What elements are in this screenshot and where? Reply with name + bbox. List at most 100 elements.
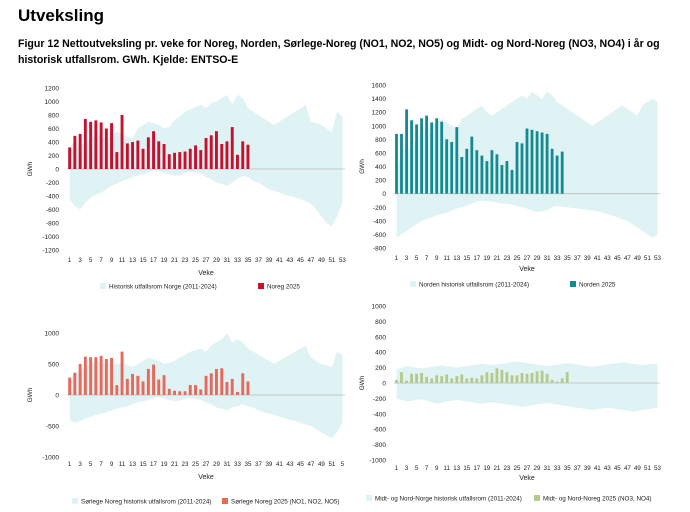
bar-week-9	[435, 118, 439, 194]
bar-week-14	[136, 140, 140, 169]
y-axis-label: GWh	[359, 375, 366, 390]
bar-week-14	[136, 375, 140, 395]
bar-week-23	[505, 161, 509, 194]
x-axis-label: Veke	[519, 266, 535, 273]
bar-week-27	[204, 375, 208, 395]
x-tick-label: 53	[654, 465, 661, 472]
y-tick-label: 1000	[372, 123, 387, 130]
bar-week-25	[194, 385, 197, 395]
bar-week-27	[525, 128, 529, 194]
x-tick-label: 29	[534, 465, 541, 472]
x-tick-label: 5	[341, 461, 345, 468]
y-tick-label: 800	[48, 113, 59, 120]
y-tick-label: 600	[375, 150, 386, 157]
y-tick-label: 1000	[45, 99, 60, 106]
bar-week-26	[199, 150, 203, 169]
x-tick-label: 45	[614, 465, 621, 472]
bar-week-13	[455, 376, 459, 383]
y-tick-label: -400	[373, 411, 386, 418]
y-tick-label: -600	[373, 232, 386, 239]
y-tick-label: 0	[55, 167, 59, 174]
bar-week-14	[460, 157, 464, 194]
x-axis-label: Veke	[198, 270, 214, 277]
bar-week-12	[450, 142, 454, 194]
legend-label-band: Sørlege Noreg historisk utfallsrom (2011…	[81, 499, 211, 506]
y-tick-label: 200	[375, 365, 386, 372]
bar-week-35	[246, 381, 250, 395]
legend-label-series: Noreg 2025	[267, 284, 300, 291]
x-tick-label: 21	[493, 255, 500, 262]
x-tick-label: 17	[150, 257, 157, 264]
x-tick-label: 15	[140, 257, 147, 264]
bar-week-3	[78, 364, 82, 395]
bar-week-35	[565, 372, 569, 383]
x-tick-label: 25	[192, 461, 199, 468]
bar-week-15	[465, 378, 469, 383]
bar-week-29	[535, 371, 539, 383]
x-tick-label: 47	[624, 465, 631, 472]
bar-week-29	[215, 369, 218, 395]
bar-week-31	[225, 141, 229, 169]
bar-week-10	[440, 376, 444, 383]
x-tick-label: 9	[435, 465, 439, 472]
x-tick-label: 33	[234, 461, 241, 468]
x-tick-label: 43	[286, 257, 293, 264]
x-tick-label: 53	[339, 257, 346, 264]
x-tick-label: 21	[171, 257, 178, 264]
x-tick-label: 47	[307, 257, 314, 264]
x-tick-label: 27	[524, 255, 531, 262]
bar-week-6	[420, 373, 423, 383]
bar-week-23	[183, 391, 187, 395]
y-tick-label: 1400	[372, 96, 387, 103]
x-tick-label: 27	[203, 461, 210, 468]
historical-range-band	[396, 361, 658, 412]
bar-week-12	[125, 378, 129, 395]
x-tick-label: 3	[78, 257, 82, 264]
x-tick-label: 45	[297, 257, 304, 264]
y-tick-label: 200	[375, 178, 386, 185]
bar-week-20	[490, 150, 494, 194]
x-tick-label: 5	[89, 461, 93, 468]
bar-week-22	[500, 369, 504, 383]
y-tick-label: 400	[375, 350, 386, 357]
bar-week-10	[115, 385, 119, 395]
x-tick-label: 11	[119, 461, 126, 468]
x-tick-label: 49	[318, 257, 325, 264]
x-tick-label: 51	[644, 255, 651, 262]
x-tick-label: 37	[255, 257, 262, 264]
bar-week-17	[152, 364, 155, 395]
x-tick-label: 15	[463, 255, 470, 262]
bar-week-25	[515, 142, 519, 194]
y-tick-label: -800	[373, 246, 386, 253]
x-tick-label: 51	[644, 465, 651, 472]
bar-week-28	[530, 129, 534, 194]
x-tick-label: 7	[99, 461, 103, 468]
bar-week-34	[241, 141, 245, 169]
bar-week-29	[535, 131, 539, 194]
y-tick-label: -1000	[42, 455, 59, 462]
bar-week-1	[395, 379, 398, 383]
bar-week-33	[555, 155, 559, 194]
y-tick-label: 0	[382, 191, 386, 198]
bar-week-26	[520, 373, 524, 383]
bar-week-9	[110, 357, 113, 395]
bar-week-2	[73, 372, 77, 395]
bar-week-26	[199, 389, 203, 395]
bar-week-5	[415, 124, 418, 194]
x-tick-label: 39	[584, 255, 591, 262]
bar-week-31	[545, 373, 549, 383]
y-tick-label: 600	[48, 126, 59, 133]
bar-week-27	[525, 373, 529, 383]
bar-week-33	[555, 381, 559, 383]
bar-week-28	[209, 373, 213, 395]
chart-midt-nord-noreg: 1000 800 600 400 200 0 -200 -400 -600 -800 -1000 GW…	[359, 304, 661, 503]
x-axis-label: Veke	[519, 475, 535, 482]
bar-week-19	[162, 375, 166, 395]
bar-week-16	[146, 137, 150, 169]
y-tick-label: 1600	[372, 83, 387, 90]
y-tick-label: 800	[375, 319, 386, 326]
x-tick-label: 23	[182, 257, 189, 264]
x-tick-label: 49	[634, 255, 641, 262]
bar-week-34	[560, 151, 564, 194]
